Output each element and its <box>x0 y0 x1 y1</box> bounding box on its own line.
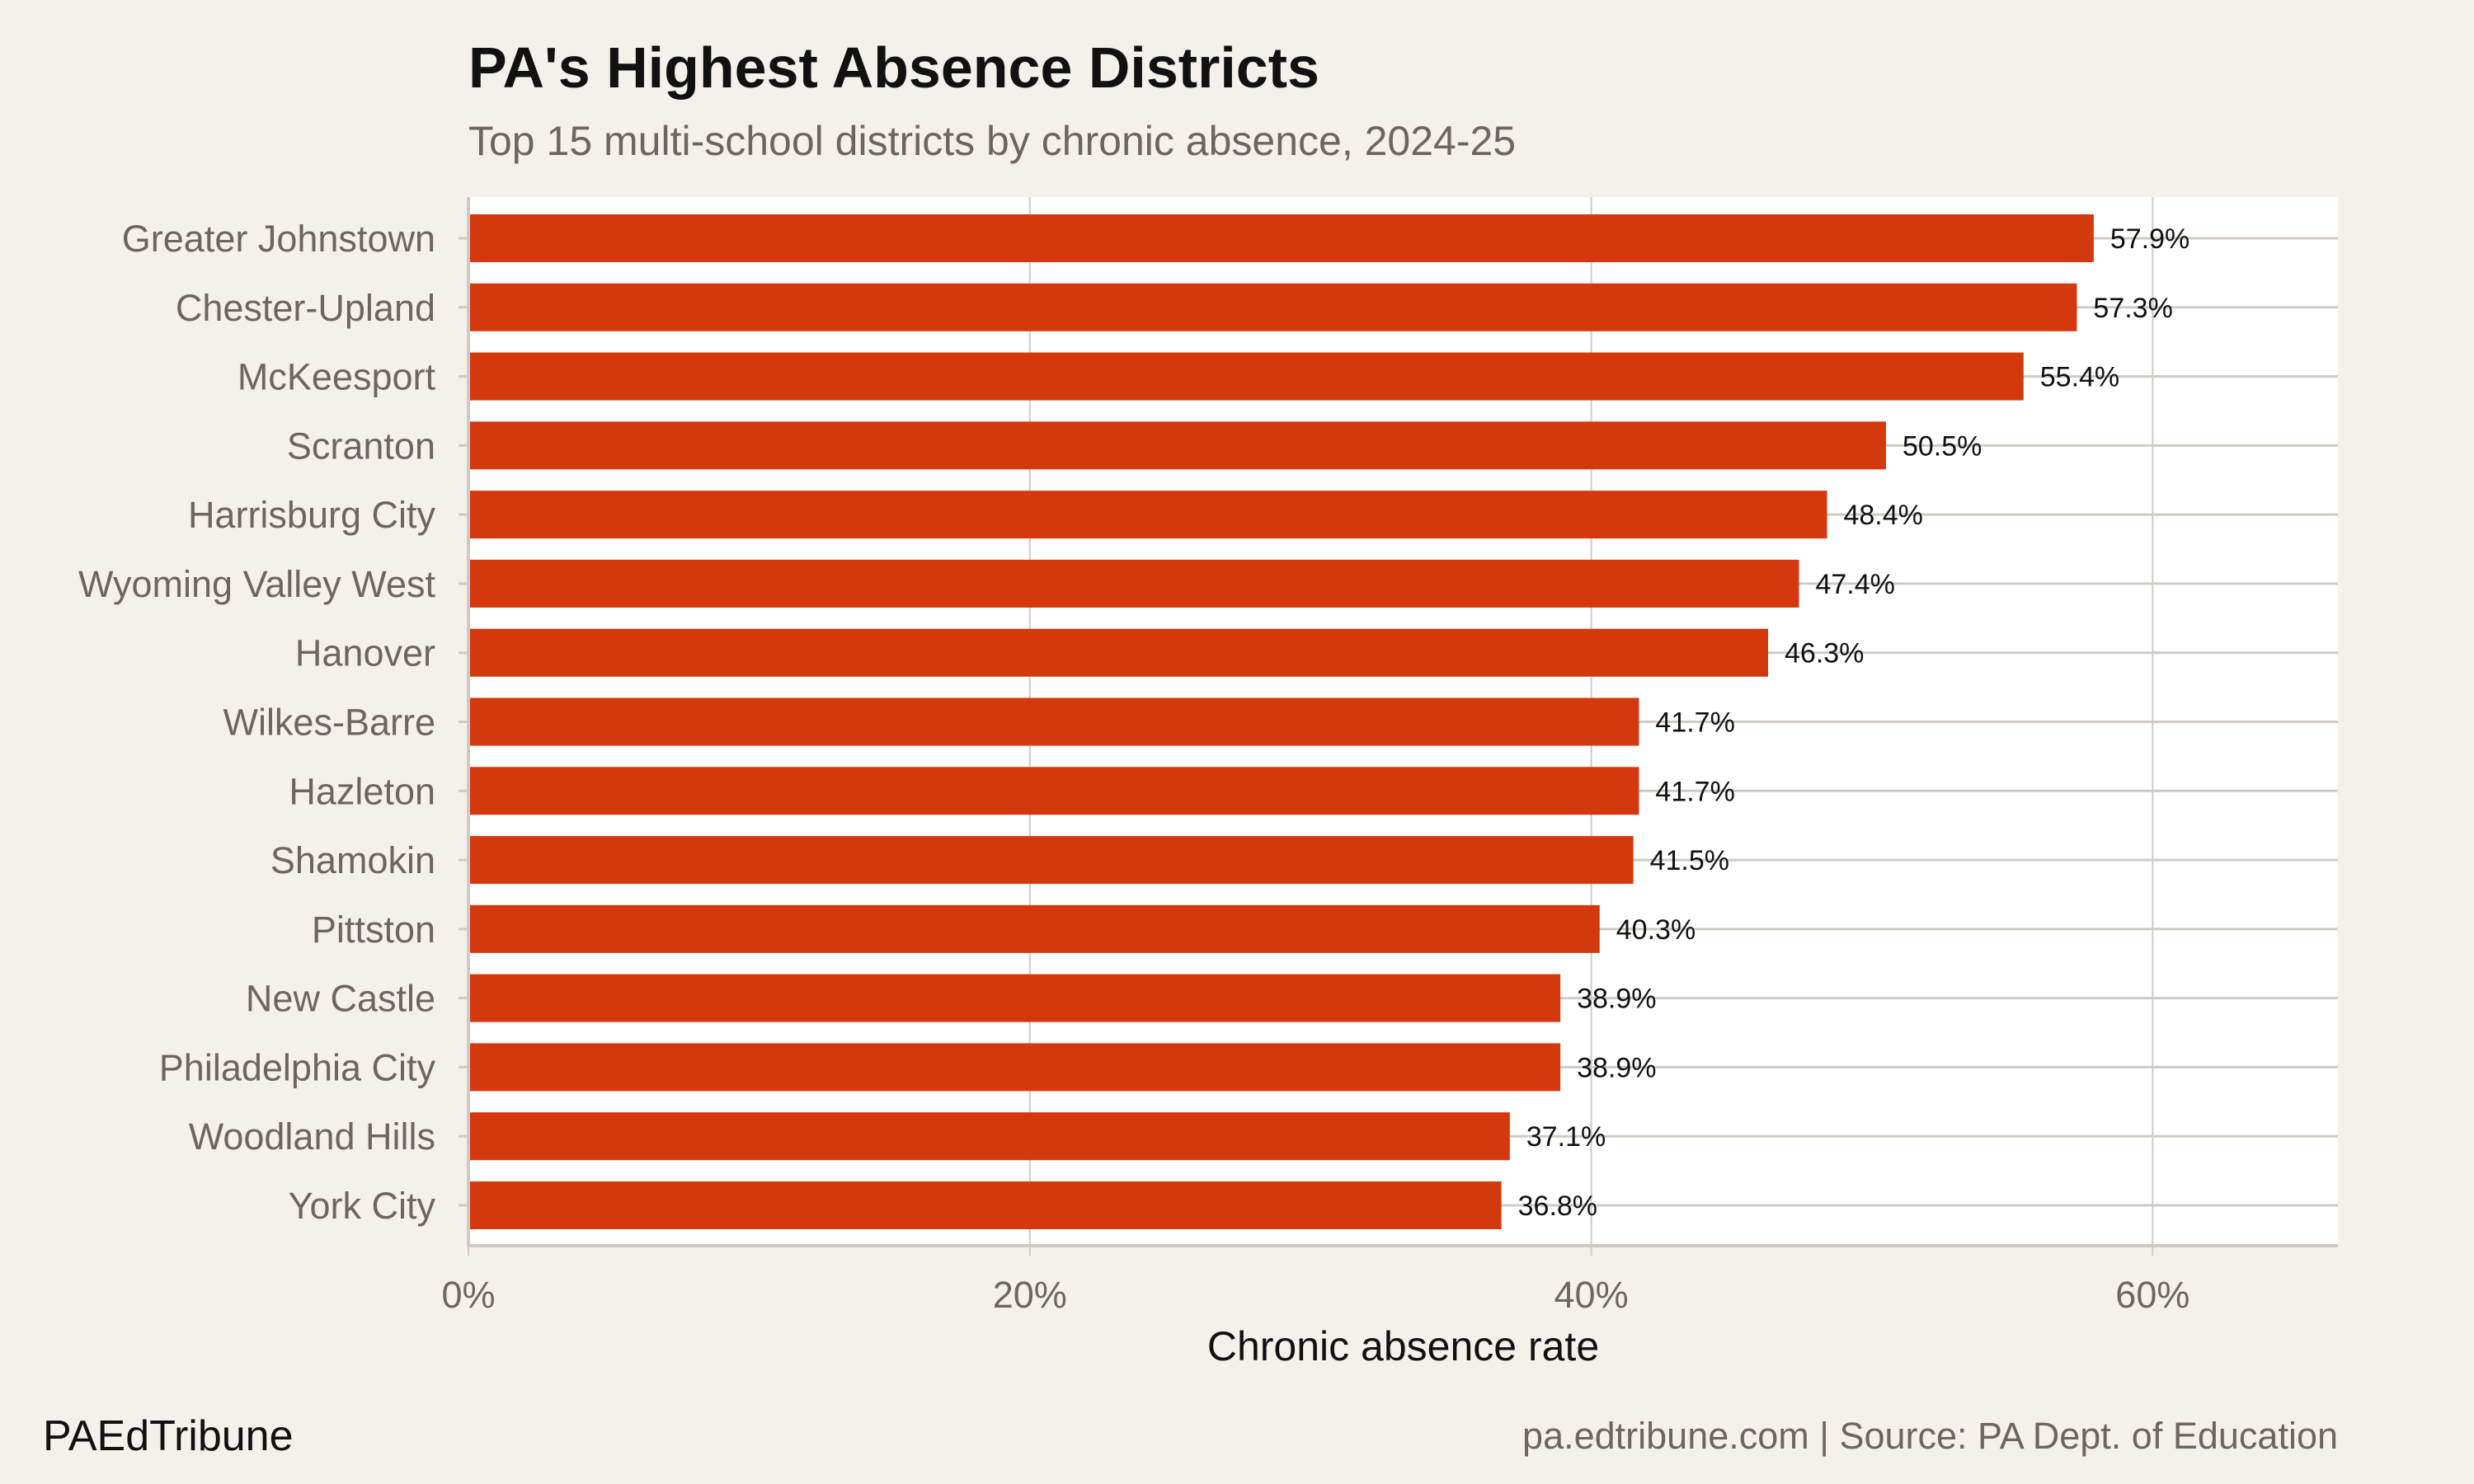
bar <box>470 559 1799 608</box>
data-label: 41.7% <box>1655 776 1734 807</box>
x-tick-label: 40% <box>1554 1274 1629 1316</box>
bar <box>470 836 1634 885</box>
x-axis-title: Chronic absence rate <box>1207 1323 1599 1369</box>
data-label: 36.8% <box>1518 1190 1597 1222</box>
bar <box>470 1112 1510 1161</box>
bar <box>470 628 1769 677</box>
bar <box>470 491 1827 539</box>
y-category-label: York City <box>289 1185 436 1227</box>
y-category-label: Chester-Upland <box>176 287 435 329</box>
bar <box>470 283 2077 331</box>
y-category-label: Greater Johnstown <box>122 218 435 260</box>
y-category-label: Wilkes-Barre <box>223 702 435 744</box>
bar <box>470 1043 1561 1092</box>
brand-label: PAEdTribune <box>43 1412 294 1460</box>
data-label: 57.3% <box>2093 293 2172 324</box>
bar <box>470 767 1639 815</box>
y-category-label: Hanover <box>295 632 435 674</box>
x-tick-label: 0% <box>441 1274 495 1316</box>
x-tick-label: 20% <box>993 1274 1067 1316</box>
y-category-label: Harrisburg City <box>188 494 436 536</box>
source-credit: pa.edtribune.com | Source: PA Dept. of E… <box>1522 1415 2338 1457</box>
data-label: 50.5% <box>1903 430 1982 462</box>
y-category-label: Pittston <box>312 909 435 951</box>
y-category-label: Philadelphia City <box>159 1046 436 1088</box>
y-category-label: Woodland Hills <box>189 1115 435 1158</box>
bar <box>470 214 2094 262</box>
bar <box>470 904 1600 953</box>
y-category-label: New Castle <box>246 978 435 1020</box>
y-category-label: Shamokin <box>270 839 435 881</box>
data-label: 37.1% <box>1526 1121 1606 1153</box>
y-category-label: McKeesport <box>238 356 436 398</box>
data-label: 57.9% <box>2110 223 2189 255</box>
bar <box>470 421 1886 470</box>
y-category-label: Scranton <box>287 425 435 467</box>
y-category-label: Hazleton <box>289 770 435 812</box>
data-label: 38.9% <box>1577 1052 1656 1083</box>
data-label: 55.4% <box>2040 362 2119 393</box>
y-category-label: Wyoming Valley West <box>78 563 436 605</box>
chart-title: PA's Highest Absence Districts <box>468 35 1319 100</box>
data-label: 38.9% <box>1577 984 1656 1015</box>
data-label: 46.3% <box>1785 638 1864 669</box>
bar <box>470 974 1561 1022</box>
data-label: 41.7% <box>1655 707 1734 739</box>
data-label: 40.3% <box>1616 914 1696 946</box>
data-label: 47.4% <box>1815 569 1894 600</box>
data-label: 41.5% <box>1650 845 1729 876</box>
data-label: 48.4% <box>1843 500 1922 531</box>
chart-subtitle: Top 15 multi-school districts by chronic… <box>468 118 1517 164</box>
bar <box>470 1181 1502 1229</box>
x-tick-label: 60% <box>2115 1274 2189 1316</box>
bar <box>470 697 1639 746</box>
bar <box>470 352 2024 401</box>
